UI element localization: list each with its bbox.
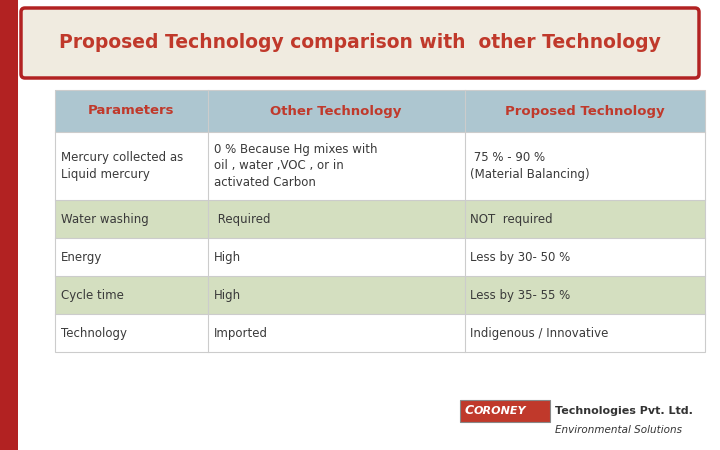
Bar [55, 276, 705, 314]
Bar [55, 90, 705, 132]
Text: C: C [465, 405, 474, 418]
Bar [55, 90, 705, 352]
Text: Less by 35- 55 %: Less by 35- 55 % [470, 288, 571, 302]
FancyBboxPatch shape [21, 8, 699, 78]
Text: Indigenous / Innovative: Indigenous / Innovative [470, 327, 609, 339]
Text: Less by 30- 50 %: Less by 30- 50 % [470, 251, 571, 264]
Bar [55, 200, 705, 238]
Text: 75 % - 90 %
(Material Balancing): 75 % - 90 % (Material Balancing) [470, 151, 590, 181]
Text: 0 % Because Hg mixes with
oil , water ,VOC , or in
activated Carbon: 0 % Because Hg mixes with oil , water ,V… [214, 143, 377, 189]
Text: Other Technology: Other Technology [271, 104, 402, 117]
Text: High: High [214, 288, 241, 302]
Text: Parameters: Parameters [88, 104, 175, 117]
Text: Technologies Pvt. Ltd.: Technologies Pvt. Ltd. [555, 406, 693, 416]
Text: Cycle time: Cycle time [61, 288, 124, 302]
Text: Water washing: Water washing [61, 212, 149, 225]
Text: High: High [214, 251, 241, 264]
Text: Imported: Imported [214, 327, 268, 339]
Bar [55, 314, 705, 352]
Bar [0, 0, 18, 450]
Text: Environmental Solutions: Environmental Solutions [555, 425, 682, 435]
Text: Technology: Technology [61, 327, 127, 339]
Bar [460, 400, 550, 422]
Text: Proposed Technology: Proposed Technology [505, 104, 665, 117]
Bar [55, 238, 705, 276]
Text: NOT  required: NOT required [470, 212, 553, 225]
Text: Required: Required [214, 212, 270, 225]
Text: Mercury collected as
Liquid mercury: Mercury collected as Liquid mercury [61, 151, 184, 181]
Bar [55, 132, 705, 200]
Text: Energy: Energy [61, 251, 102, 264]
Text: ORONEY: ORONEY [474, 406, 526, 416]
Text: Proposed Technology comparison with  other Technology: Proposed Technology comparison with othe… [59, 33, 661, 53]
